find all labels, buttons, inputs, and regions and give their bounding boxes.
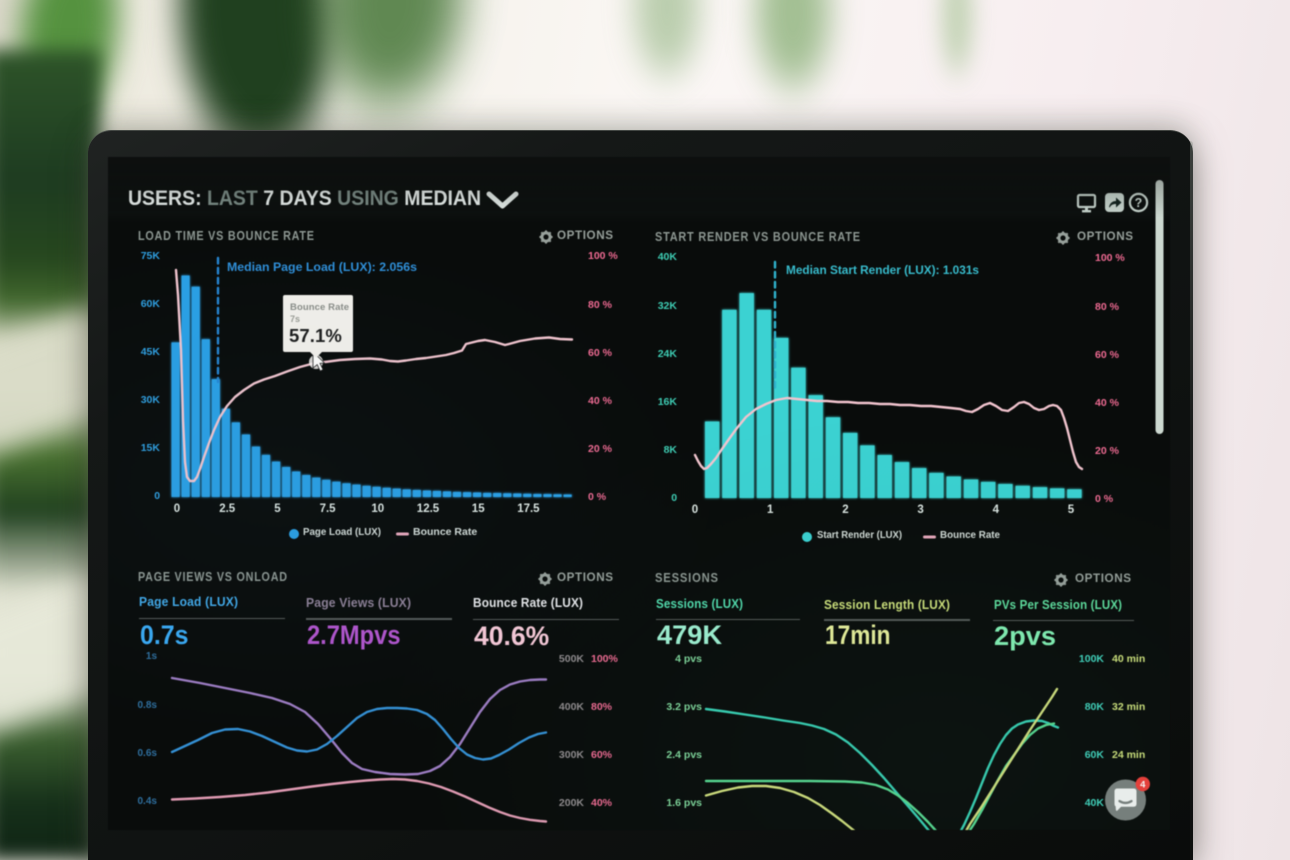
svg-text:?: ? xyxy=(1135,196,1143,210)
svg-text:4: 4 xyxy=(1140,779,1146,790)
